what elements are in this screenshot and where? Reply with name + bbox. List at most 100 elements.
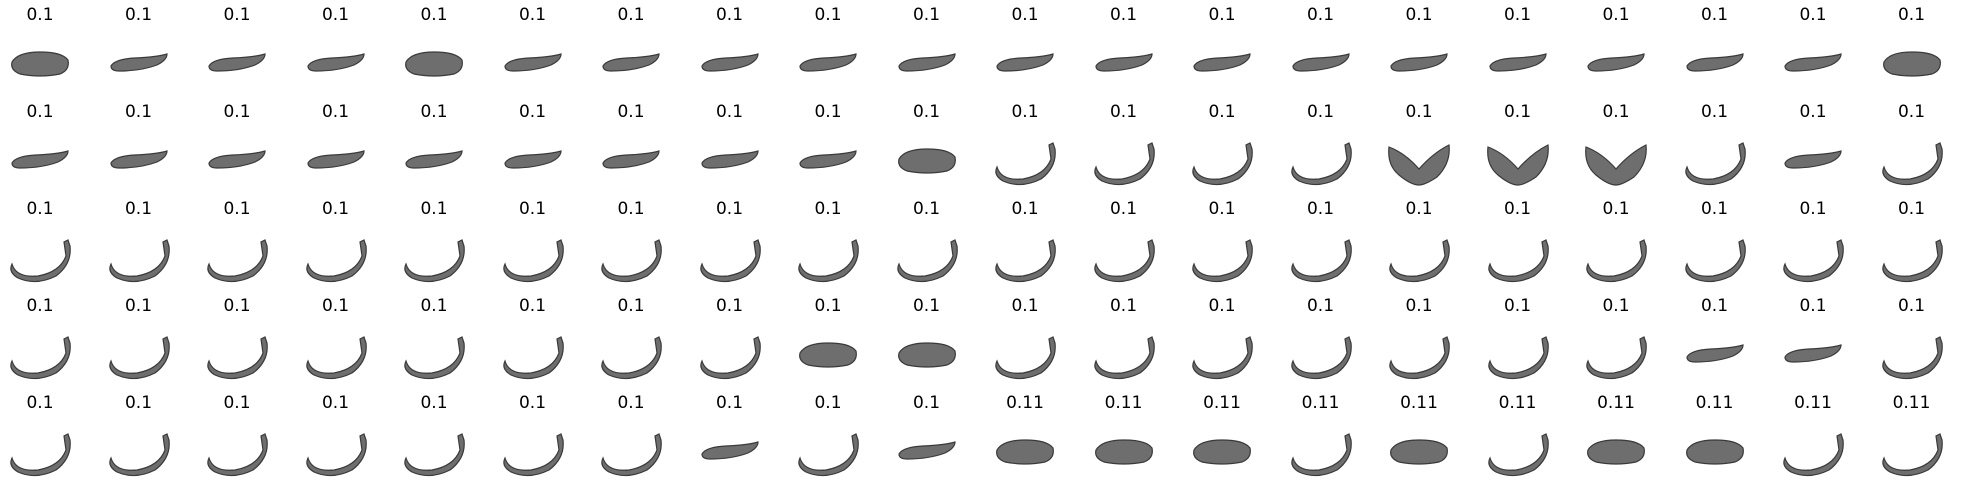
score-label: 0.1 — [814, 296, 842, 316]
banana-shape — [1684, 142, 1746, 186]
score-label: 0.11 — [1597, 393, 1635, 413]
banana-image — [305, 336, 367, 380]
banana-image — [1390, 53, 1448, 72]
banana-shape — [405, 150, 463, 169]
banana-image — [404, 239, 465, 283]
banana-shape — [1093, 336, 1155, 380]
score-label: 0.1 — [814, 102, 842, 122]
banana-shape — [1783, 239, 1844, 283]
grid-cell: 0.1 — [189, 101, 285, 197]
score-label: 0.1 — [321, 102, 350, 122]
banana-image — [602, 53, 660, 72]
grid-cell: 0.1 — [879, 101, 975, 197]
grid-cell: 0.1 — [485, 198, 581, 294]
score-label: 0.1 — [1208, 5, 1236, 25]
banana-shape — [996, 53, 1054, 72]
score-label: 0.1 — [518, 5, 547, 25]
banana-shape — [1486, 144, 1549, 186]
banana-shape — [108, 239, 170, 283]
banana-shape — [1685, 344, 1744, 363]
grid-cell: 0.1 — [583, 198, 679, 294]
grid-cell: 0.1 — [1667, 4, 1763, 100]
grid-cell: 0.1 — [1568, 198, 1664, 294]
grid-cell: 0.1 — [1273, 101, 1369, 197]
grid-cell: 0.1 — [1076, 198, 1172, 294]
banana-shape — [11, 51, 69, 77]
grid-cell: 0.11 — [1667, 392, 1763, 488]
banana-shape — [1685, 53, 1744, 72]
score-label: 0.1 — [617, 393, 645, 413]
score-label: 0.1 — [1799, 199, 1827, 219]
banana-shape — [305, 239, 367, 283]
score-label: 0.1 — [321, 393, 350, 413]
grid-cell: 0.1 — [780, 198, 876, 294]
score-label: 0.1 — [912, 296, 941, 316]
banana-shape — [1488, 53, 1547, 72]
grid-cell: 0.1 — [1174, 295, 1270, 391]
score-label: 0.1 — [1405, 5, 1433, 25]
score-label: 0.1 — [1503, 199, 1532, 219]
banana-shape — [897, 342, 956, 368]
grid-cell: 0.11 — [1273, 392, 1369, 488]
banana-image — [699, 239, 761, 283]
score-label: 0.1 — [912, 5, 941, 25]
banana-image — [1193, 53, 1251, 72]
score-label: 0.11 — [1203, 393, 1241, 413]
score-label: 0.1 — [1011, 5, 1039, 25]
score-label: 0.1 — [814, 5, 842, 25]
score-label: 0.1 — [124, 393, 153, 413]
banana-shape — [306, 53, 365, 72]
banana-shape — [208, 53, 266, 72]
grid-cell: 0.1 — [583, 295, 679, 391]
grid-cell: 0.11 — [1371, 392, 1467, 488]
score-label: 0.1 — [617, 296, 645, 316]
grid-cell: 0.1 — [1273, 295, 1369, 391]
grid-cell: 0.1 — [386, 4, 482, 100]
banana-shape — [700, 53, 759, 72]
score-label: 0.1 — [1700, 296, 1729, 316]
grid-cell: 0.1 — [879, 392, 975, 488]
banana-image — [1685, 439, 1744, 465]
banana-image — [1487, 433, 1549, 477]
banana-shape — [602, 150, 660, 169]
banana-image — [1093, 142, 1155, 186]
grid-cell: 0.1 — [288, 295, 384, 391]
score-label: 0.1 — [1503, 5, 1532, 25]
score-label: 0.1 — [715, 393, 744, 413]
grid-cell: 0.11 — [1076, 392, 1172, 488]
score-label: 0.1 — [1602, 102, 1630, 122]
banana-shape — [995, 239, 1056, 283]
banana-image — [108, 239, 170, 283]
banana-shape — [502, 239, 564, 283]
grid-cell: 0.11 — [1470, 392, 1566, 488]
banana-image — [1487, 336, 1549, 380]
grid-cell: 0.1 — [1568, 101, 1664, 197]
grid-cell: 0.1 — [0, 4, 88, 100]
grid-cell: 0.1 — [0, 295, 88, 391]
banana-image — [109, 53, 168, 72]
banana-image — [305, 433, 367, 477]
score-label: 0.1 — [1897, 102, 1926, 122]
score-label: 0.1 — [518, 393, 547, 413]
banana-shape — [208, 150, 266, 169]
grid-cell: 0.1 — [189, 392, 285, 488]
grid-cell: 0.1 — [91, 392, 187, 488]
banana-image — [897, 441, 956, 460]
grid-cell: 0.1 — [682, 198, 778, 294]
grid-cell: 0.1 — [485, 295, 581, 391]
banana-shape — [1881, 239, 1943, 283]
grid-cell: 0.1 — [288, 101, 384, 197]
banana-shape — [1094, 439, 1153, 465]
score-label: 0.1 — [1503, 102, 1532, 122]
score-label: 0.1 — [1405, 102, 1433, 122]
banana-image — [503, 53, 562, 72]
banana-shape — [1192, 239, 1253, 283]
grid-cell: 0.1 — [1765, 4, 1861, 100]
banana-image — [10, 239, 71, 283]
grid-cell: 0.1 — [288, 198, 384, 294]
score-label: 0.1 — [518, 296, 547, 316]
grid-cell: 0.1 — [0, 392, 88, 488]
banana-image — [207, 239, 268, 283]
score-label: 0.1 — [420, 393, 448, 413]
score-label: 0.1 — [518, 199, 547, 219]
